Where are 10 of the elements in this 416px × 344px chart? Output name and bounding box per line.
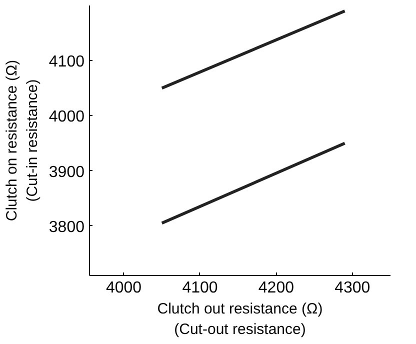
y-tick-label: 3900 xyxy=(48,164,85,181)
y-tick-label: 4000 xyxy=(48,108,85,126)
x-axis-title: Clutch out resistance (Ω) (Cut-out resistance) xyxy=(157,300,323,338)
x-tick-label: 4000 xyxy=(106,280,142,296)
x-tick-label: 4100 xyxy=(182,280,218,296)
y-tick-label: 3800 xyxy=(48,218,85,236)
y-axis-title: Clutch on resistance (Ω) (Cut-in resistance) xyxy=(4,60,41,222)
y-tick-label: 4100 xyxy=(48,54,85,71)
x-tick-label: 4200 xyxy=(258,280,294,296)
x-tick-label: 4300 xyxy=(334,280,370,296)
